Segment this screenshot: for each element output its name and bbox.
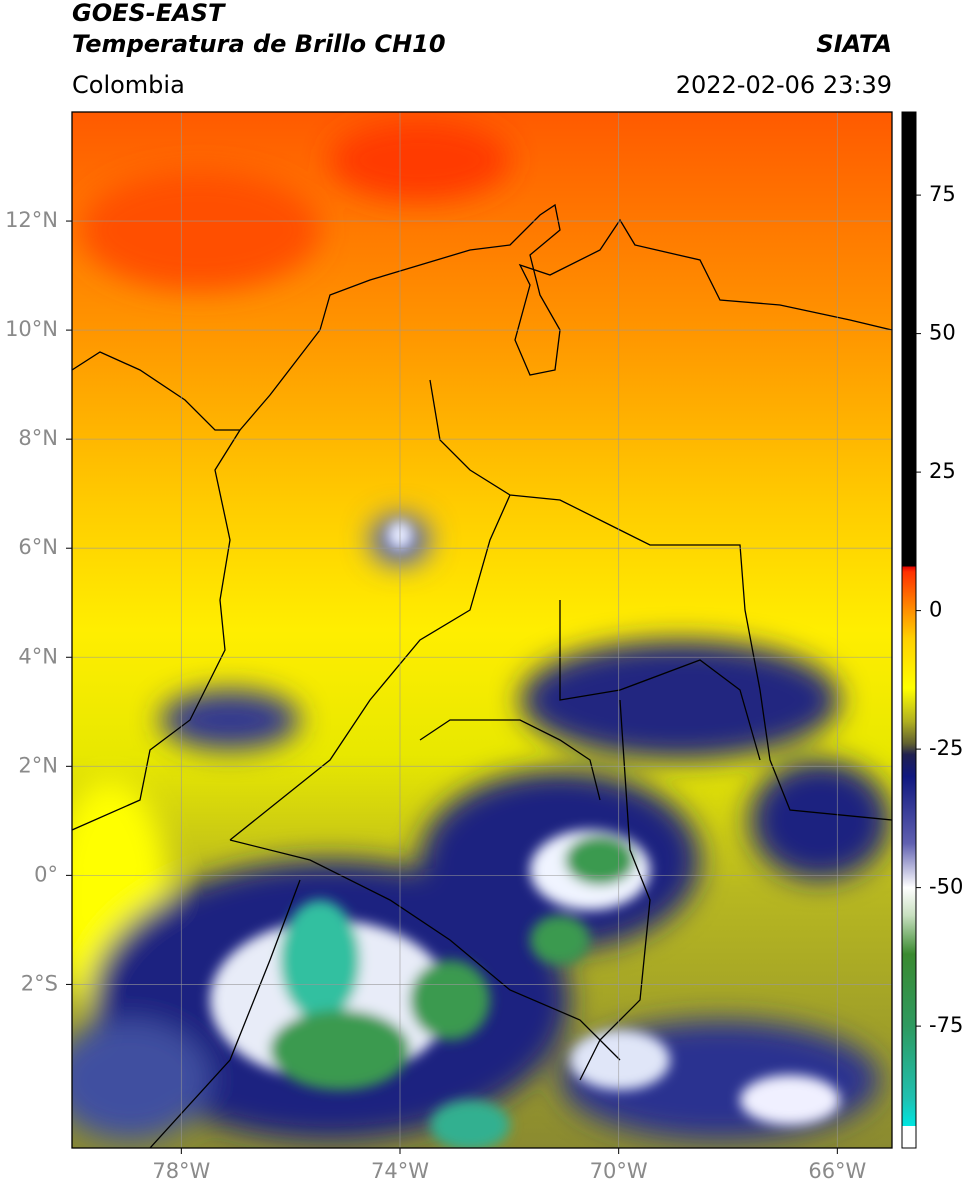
y-tick-label: 2°N bbox=[18, 753, 58, 777]
map-frame bbox=[71, 111, 893, 1149]
y-tick-label: 6°N bbox=[18, 535, 58, 559]
timestamp: 2022-02-06 23:39 bbox=[676, 71, 892, 99]
colorbar-label: -25 bbox=[929, 736, 963, 760]
source: SIATA bbox=[816, 30, 892, 58]
colorbar-label: 50 bbox=[929, 321, 956, 345]
x-tick-label: 78°W bbox=[152, 1159, 210, 1183]
y-tick-label: 8°N bbox=[18, 426, 58, 450]
y-tick-label: 12°N bbox=[5, 208, 58, 232]
title: GOES-EAST bbox=[72, 0, 226, 27]
x-tick-label: 74°W bbox=[371, 1159, 429, 1183]
colorbar-label: -75 bbox=[929, 1013, 963, 1037]
y-tick-label: 4°N bbox=[18, 644, 58, 668]
region: Colombia bbox=[72, 71, 185, 99]
colorbar-label: 0 bbox=[929, 598, 942, 622]
x-tick-label: 66°W bbox=[808, 1159, 866, 1183]
subtitle: Temperatura de Brillo CH10 bbox=[72, 30, 446, 58]
satellite-image bbox=[72, 112, 892, 1148]
colorbar-label: -50 bbox=[929, 875, 963, 899]
x-tick-label: 70°W bbox=[590, 1159, 648, 1183]
colorbar-label: 25 bbox=[929, 459, 956, 483]
colorbar bbox=[901, 111, 917, 1149]
colorbar-label: 75 bbox=[929, 182, 956, 206]
y-tick-label: 10°N bbox=[5, 317, 58, 341]
grid bbox=[72, 112, 892, 1148]
y-tick-label: 0° bbox=[34, 862, 58, 886]
y-tick-label: 2°S bbox=[21, 971, 58, 995]
